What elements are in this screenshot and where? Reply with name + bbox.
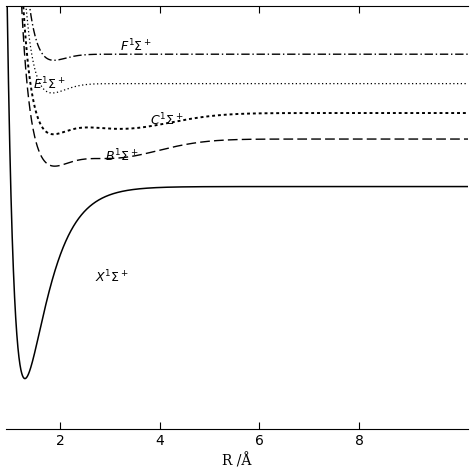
- Text: $E^1\Sigma^+$: $E^1\Sigma^+$: [33, 75, 66, 92]
- X-axis label: R /Å: R /Å: [222, 453, 252, 468]
- Text: $X^1\Sigma^+$: $X^1\Sigma^+$: [95, 269, 129, 285]
- Text: $C^1\Sigma^+$: $C^1\Sigma^+$: [150, 111, 183, 128]
- Text: $B^1\Sigma^+$: $B^1\Sigma^+$: [105, 148, 138, 164]
- Text: $F^1\Sigma^+$: $F^1\Sigma^+$: [120, 38, 152, 55]
